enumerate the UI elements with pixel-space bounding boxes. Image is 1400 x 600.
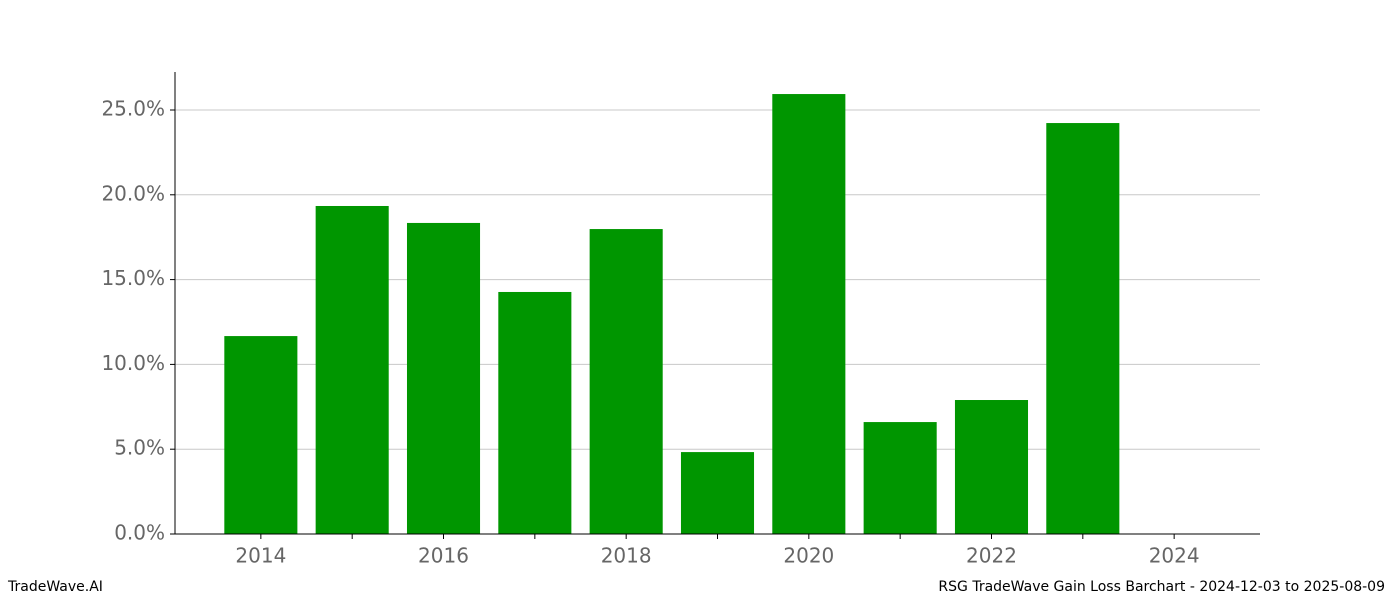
y-tick-label: 0.0%	[114, 521, 165, 545]
y-tick-label: 25.0%	[101, 96, 165, 120]
bar	[863, 422, 937, 534]
bar	[589, 229, 663, 534]
brand: TradeWave.AI	[7, 579, 103, 595]
chart-caption: RSG TradeWave Gain Loss Barchart - 2024-…	[938, 579, 1385, 595]
bar	[406, 222, 481, 534]
bar	[498, 291, 572, 534]
x-tick-label: 2018	[601, 544, 652, 568]
x-tick-label: 2024	[1149, 544, 1200, 568]
x-tick-label: 2020	[783, 544, 834, 568]
x-tick-label: 2014	[235, 544, 286, 568]
y-tick-label: 5.0%	[114, 436, 165, 460]
bar	[224, 336, 298, 534]
bar	[772, 94, 846, 534]
y-tick-label: 15.0%	[101, 266, 165, 290]
x-tick-label: 2022	[966, 544, 1017, 568]
bar	[315, 205, 389, 534]
y-tick-label: 20.0%	[101, 181, 165, 205]
y-tick-label: 10.0%	[101, 351, 165, 375]
bar	[680, 452, 755, 534]
x-tick-label: 2016	[418, 544, 469, 568]
bar	[954, 400, 1029, 534]
bar	[1046, 123, 1120, 534]
